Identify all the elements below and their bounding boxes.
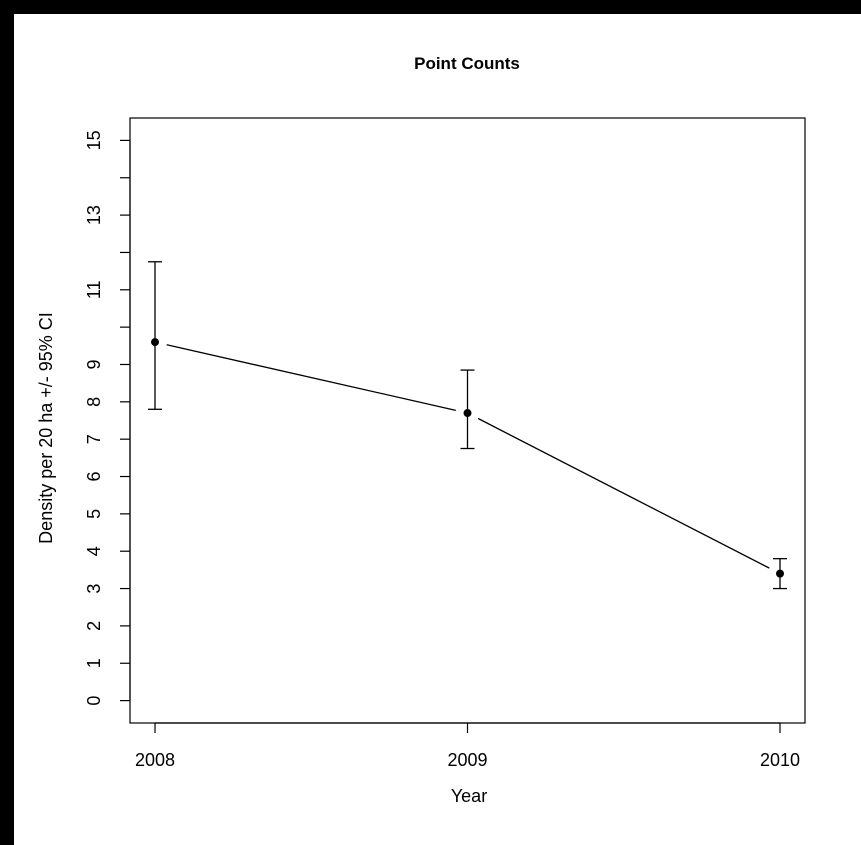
y-tick-label: 3	[84, 584, 104, 594]
y-tick-label: 11	[84, 280, 104, 299]
y-tick-label: 6	[84, 472, 104, 482]
plot-canvas: Point Counts 0 1 2 3 4 5 6 7 8 9 11 13 15 2008 2009 20…	[14, 14, 861, 845]
series-line-segment	[477, 417, 770, 569]
series-line-segment	[166, 344, 456, 412]
data-point	[776, 569, 784, 578]
series-layer	[148, 261, 787, 590]
x-axis-label: Year	[451, 786, 487, 806]
y-tick-label: 2	[84, 621, 104, 631]
y-axis-label: Density per 20 ha +/- 95% CI	[36, 312, 56, 544]
data-point	[151, 338, 159, 347]
y-tick-label: 5	[84, 509, 104, 519]
chart-title: Point Counts	[414, 54, 520, 73]
x-tick-label: 2010	[760, 750, 800, 770]
x-axis: 2008 2009 2010	[135, 722, 800, 770]
y-tick-label: 0	[84, 696, 104, 706]
x-tick-label: 2009	[447, 750, 487, 770]
y-tick-label: 1	[84, 658, 104, 668]
y-tick-label: 13	[84, 205, 104, 225]
y-tick-label: 15	[84, 130, 104, 150]
y-tick-label: 8	[84, 397, 104, 407]
y-axis: 0 1 2 3 4 5 6 7 8 9 11 13 15	[84, 130, 131, 706]
data-point	[463, 409, 472, 418]
y-tick-label: 7	[84, 434, 104, 444]
y-tick-label: 9	[84, 359, 104, 369]
x-tick-label: 2008	[135, 750, 175, 770]
y-tick-label: 4	[84, 546, 104, 556]
